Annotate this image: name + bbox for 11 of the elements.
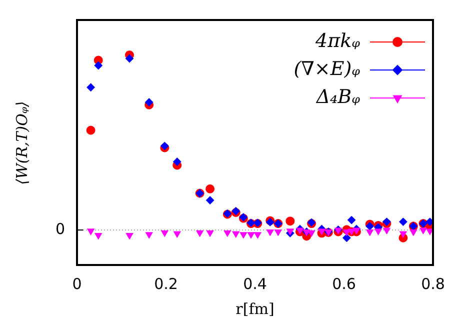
legend-label: Δ₄Bᵩ — [315, 86, 361, 108]
ref-line-label: 0 — [55, 220, 65, 238]
x-tick-label: 0.6 — [332, 274, 356, 293]
y-axis-title: ⟨W(R,T)Oᵩ⟩ — [13, 100, 31, 184]
x-tick-label: 0.8 — [421, 274, 445, 293]
x-tick-label: 0.2 — [154, 274, 178, 293]
legend-label: (∇×E)ᵩ — [294, 58, 361, 80]
x-axis-title: r[fm] — [236, 300, 274, 318]
x-tick-label: 0 — [72, 274, 82, 293]
legend-label: 4πkᵩ — [314, 30, 361, 52]
x-tick-label: 0.4 — [243, 274, 267, 293]
